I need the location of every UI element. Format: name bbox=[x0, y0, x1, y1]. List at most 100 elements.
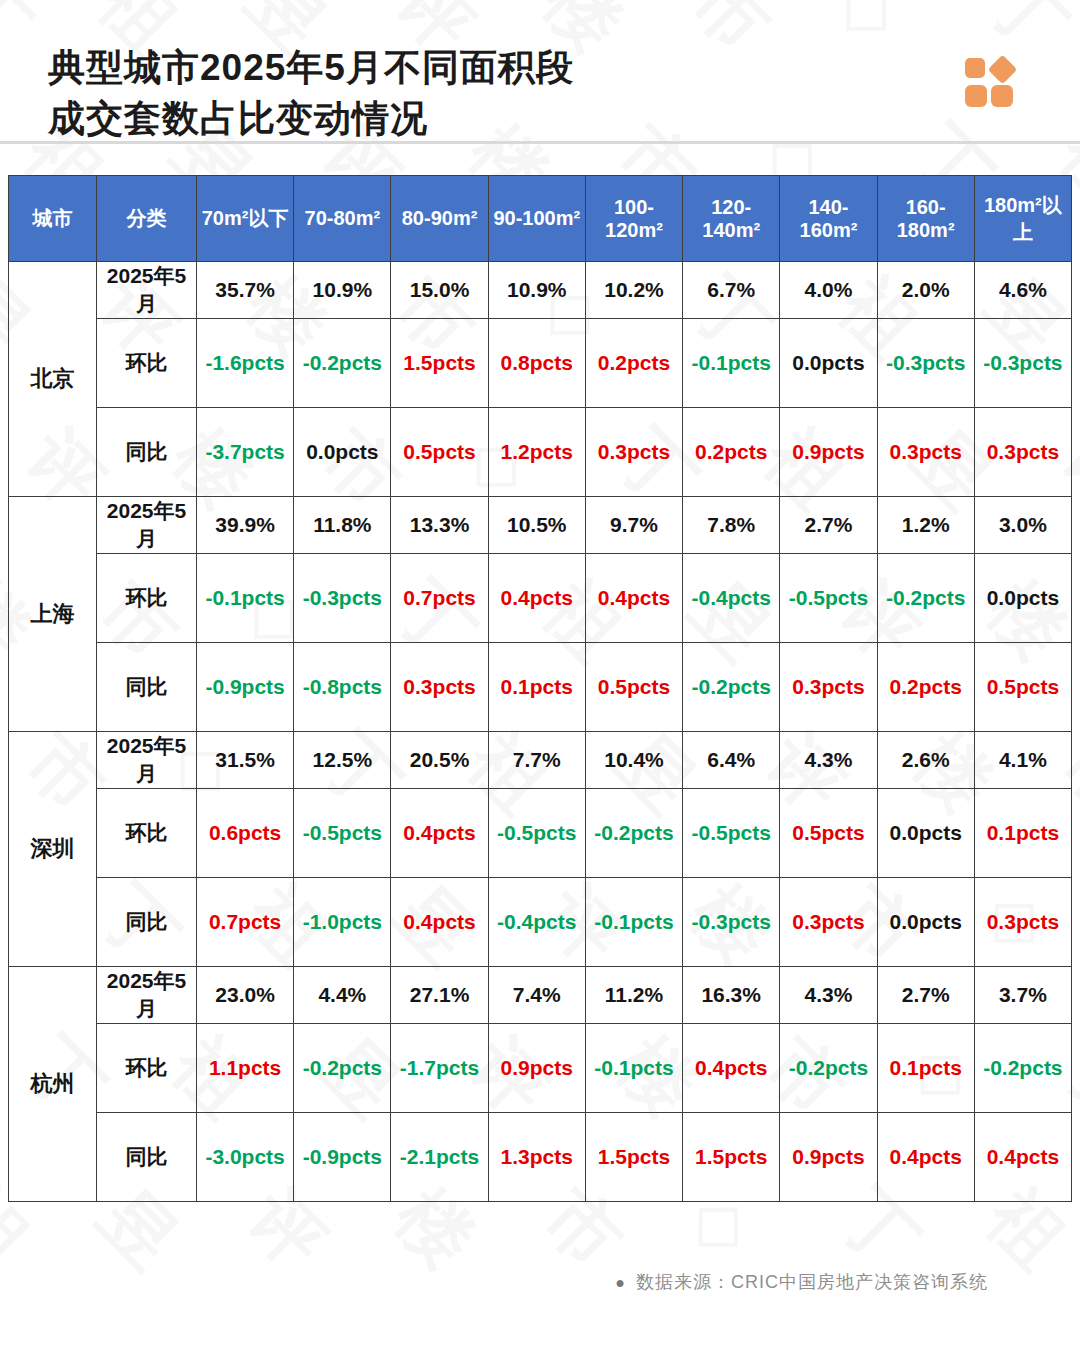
metric-label-cell: 环比 bbox=[97, 1024, 197, 1113]
value-cell: 15.0% bbox=[391, 262, 488, 319]
value-cell: 0.7pcts bbox=[391, 554, 488, 643]
value-cell: 0.0pcts bbox=[974, 554, 1071, 643]
metric-label-cell: 同比 bbox=[97, 408, 197, 497]
table-row: 上海2025年5月39.9%11.8%13.3%10.5%9.7%7.8%2.7… bbox=[9, 497, 1072, 554]
table-row: 同比-3.7pcts0.0pcts0.5pcts1.2pcts0.3pcts0.… bbox=[9, 408, 1072, 497]
metric-label-cell: 2025年5月 bbox=[97, 497, 197, 554]
table-row: 环比-0.1pcts-0.3pcts0.7pcts0.4pcts0.4pcts-… bbox=[9, 554, 1072, 643]
value-cell: 0.1pcts bbox=[877, 1024, 974, 1113]
value-cell: 4.3% bbox=[780, 967, 877, 1024]
report-table: 城市 分类 70m²以下 70-80m² 80-90m² 90-100m² 10… bbox=[8, 175, 1072, 1202]
value-cell: -0.3pcts bbox=[877, 319, 974, 408]
city-cell: 上海 bbox=[9, 497, 97, 732]
watermark-glyph: 丁 bbox=[0, 0, 50, 72]
table-row: 同比-0.9pcts-0.8pcts0.3pcts0.1pcts0.5pcts-… bbox=[9, 643, 1072, 732]
value-cell: 0.3pcts bbox=[780, 878, 877, 967]
metric-label-cell: 环比 bbox=[97, 789, 197, 878]
col-header-over180: 180m²以上 bbox=[974, 176, 1071, 262]
value-cell: 39.9% bbox=[197, 497, 294, 554]
value-cell: -0.1pcts bbox=[585, 1024, 682, 1113]
value-cell: -1.0pcts bbox=[294, 878, 391, 967]
metric-label-cell: 2025年5月 bbox=[97, 732, 197, 789]
metric-label-cell: 2025年5月 bbox=[97, 262, 197, 319]
brand-logo bbox=[963, 54, 1019, 108]
value-cell: 0.4pcts bbox=[683, 1024, 780, 1113]
value-cell: 4.1% bbox=[974, 732, 1071, 789]
value-cell: 0.3pcts bbox=[974, 408, 1071, 497]
value-cell: 0.3pcts bbox=[974, 878, 1071, 967]
page-title-line2: 成交套数占比变动情况 bbox=[48, 93, 574, 144]
value-cell: 0.1pcts bbox=[974, 789, 1071, 878]
value-cell: -0.1pcts bbox=[683, 319, 780, 408]
page-title: 典型城市2025年5月不同面积段 成交套数占比变动情况 bbox=[48, 42, 574, 144]
value-cell: -2.1pcts bbox=[391, 1113, 488, 1202]
value-cell: 0.3pcts bbox=[877, 408, 974, 497]
col-header-120-140: 120-140m² bbox=[683, 176, 780, 262]
value-cell: -0.1pcts bbox=[197, 554, 294, 643]
value-cell: -0.3pcts bbox=[683, 878, 780, 967]
value-cell: -3.0pcts bbox=[197, 1113, 294, 1202]
value-cell: 20.5% bbox=[391, 732, 488, 789]
value-cell: -1.7pcts bbox=[391, 1024, 488, 1113]
value-cell: 4.0% bbox=[780, 262, 877, 319]
value-cell: 4.4% bbox=[294, 967, 391, 1024]
value-cell: 0.7pcts bbox=[197, 878, 294, 967]
value-cell: 10.4% bbox=[585, 732, 682, 789]
table-row: 同比-3.0pcts-0.9pcts-2.1pcts1.3pcts1.5pcts… bbox=[9, 1113, 1072, 1202]
value-cell: 3.7% bbox=[974, 967, 1071, 1024]
value-cell: 0.1pcts bbox=[488, 643, 585, 732]
value-cell: 2.7% bbox=[877, 967, 974, 1024]
value-cell: -0.5pcts bbox=[488, 789, 585, 878]
metric-label-cell: 环比 bbox=[97, 319, 197, 408]
value-cell: -0.2pcts bbox=[877, 554, 974, 643]
col-header-80-90: 80-90m² bbox=[391, 176, 488, 262]
value-cell: 2.7% bbox=[780, 497, 877, 554]
table-row: 环比0.6pcts-0.5pcts0.4pcts-0.5pcts-0.2pcts… bbox=[9, 789, 1072, 878]
table-row: 环比-1.6pcts-0.2pcts1.5pcts0.8pcts0.2pcts-… bbox=[9, 319, 1072, 408]
value-cell: 1.5pcts bbox=[391, 319, 488, 408]
value-cell: 0.3pcts bbox=[585, 408, 682, 497]
col-header-category: 分类 bbox=[97, 176, 197, 262]
value-cell: -0.3pcts bbox=[974, 319, 1071, 408]
value-cell: 2.6% bbox=[877, 732, 974, 789]
value-cell: 27.1% bbox=[391, 967, 488, 1024]
value-cell: 0.6pcts bbox=[197, 789, 294, 878]
col-header-70-80: 70-80m² bbox=[294, 176, 391, 262]
data-source-text: 数据来源：CRIC中国房地产决策咨询系统 bbox=[636, 1272, 988, 1292]
value-cell: 7.8% bbox=[683, 497, 780, 554]
value-cell: 7.7% bbox=[488, 732, 585, 789]
value-cell: -0.4pcts bbox=[683, 554, 780, 643]
logo-diamond-icon bbox=[988, 55, 1018, 85]
value-cell: 0.4pcts bbox=[877, 1113, 974, 1202]
value-cell: 0.2pcts bbox=[877, 643, 974, 732]
value-cell: 1.1pcts bbox=[197, 1024, 294, 1113]
value-cell: 7.4% bbox=[488, 967, 585, 1024]
value-cell: -0.2pcts bbox=[974, 1024, 1071, 1113]
value-cell: 23.0% bbox=[197, 967, 294, 1024]
value-cell: 0.2pcts bbox=[585, 319, 682, 408]
value-cell: 0.4pcts bbox=[391, 789, 488, 878]
col-header-100-120: 100-120m² bbox=[585, 176, 682, 262]
value-cell: 0.0pcts bbox=[877, 878, 974, 967]
value-cell: -0.2pcts bbox=[683, 643, 780, 732]
value-cell: 1.2% bbox=[877, 497, 974, 554]
metric-label-cell: 环比 bbox=[97, 554, 197, 643]
page-title-line1: 典型城市2025年5月不同面积段 bbox=[48, 42, 574, 93]
value-cell: 0.4pcts bbox=[974, 1113, 1071, 1202]
value-cell: 31.5% bbox=[197, 732, 294, 789]
value-cell: 10.5% bbox=[488, 497, 585, 554]
value-cell: -0.5pcts bbox=[294, 789, 391, 878]
value-cell: -3.7pcts bbox=[197, 408, 294, 497]
value-cell: -0.2pcts bbox=[294, 319, 391, 408]
metric-label-cell: 2025年5月 bbox=[97, 967, 197, 1024]
value-cell: 10.2% bbox=[585, 262, 682, 319]
table-row: 北京2025年5月35.7%10.9%15.0%10.9%10.2%6.7%4.… bbox=[9, 262, 1072, 319]
value-cell: -0.3pcts bbox=[294, 554, 391, 643]
value-cell: 0.5pcts bbox=[585, 643, 682, 732]
value-cell: -0.1pcts bbox=[585, 878, 682, 967]
col-header-under70: 70m²以下 bbox=[197, 176, 294, 262]
value-cell: 0.9pcts bbox=[780, 1113, 877, 1202]
value-cell: 6.7% bbox=[683, 262, 780, 319]
value-cell: -0.8pcts bbox=[294, 643, 391, 732]
value-cell: 1.5pcts bbox=[683, 1113, 780, 1202]
